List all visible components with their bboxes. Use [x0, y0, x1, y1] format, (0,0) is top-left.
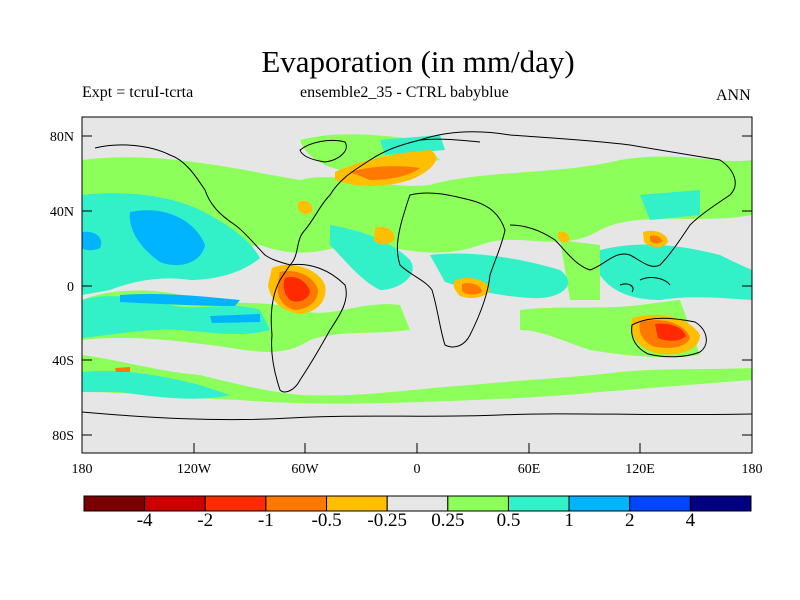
colorbar-label: -0.5 [311, 510, 342, 531]
colorbar-swatch [386, 495, 449, 512]
season-label: ANN [716, 87, 751, 104]
chart-title: Evaporation (in mm/day) [261, 44, 575, 79]
experiment-label: Expt = tcruI-tcrta [82, 84, 194, 101]
negative-anomalies [115, 150, 700, 372]
lon-tick-label: 60W [291, 462, 319, 477]
colorbar-label: -1 [257, 510, 274, 531]
colorbar-label: -4 [136, 510, 153, 531]
lon-tick-label: 0 [414, 462, 421, 477]
colorbar-swatch [629, 495, 691, 512]
colorbar-swatch [144, 495, 206, 512]
map-plot-area [82, 117, 752, 453]
lat-tick-label: 0 [67, 280, 74, 295]
colorbar-swatch [507, 495, 570, 512]
ensemble-label: ensemble2_35 - CTRL babyblue [300, 84, 509, 101]
lon-tick-label: 180 [72, 462, 93, 477]
lon-tick-label: 120W [177, 462, 212, 477]
lat-tick-label: 80S [52, 429, 74, 444]
colorbar-label: -2 [197, 510, 214, 531]
positive-anomaly-high [82, 210, 260, 323]
colorbar [83, 495, 752, 512]
lon-tick-label: 180 [742, 462, 763, 477]
lon-tick-label: 60E [518, 462, 541, 477]
colorbar-label: 2 [624, 510, 635, 531]
colorbar-swatch [204, 495, 267, 512]
lat-labels: 80N 40N 0 40S 80S [50, 130, 74, 444]
positive-anomaly-mid [82, 135, 752, 399]
axis-ticks [81, 135, 753, 453]
coastlines [82, 131, 752, 421]
lon-labels: 180 120W 60W 0 60E 120E 180 [72, 462, 763, 477]
lon-tick-label: 120E [625, 462, 655, 477]
colorbar-swatch [326, 495, 388, 512]
colorbar-swatch [689, 495, 752, 512]
colorbar-swatch [265, 495, 328, 512]
colorbar-label: -0.25 [367, 510, 407, 531]
colorbar-label: 4 [685, 510, 696, 531]
colorbar-swatch [447, 495, 509, 512]
colorbar-label: 0.5 [496, 510, 521, 531]
lat-tick-label: 80N [50, 130, 74, 145]
colorbar-label: 1 [564, 510, 574, 531]
colorbar-label: 0.25 [431, 510, 465, 531]
lat-tick-label: 40S [52, 354, 74, 369]
colorbar-swatch [568, 495, 631, 512]
lat-tick-label: 40N [50, 205, 74, 220]
colorbar-swatch [83, 495, 146, 512]
